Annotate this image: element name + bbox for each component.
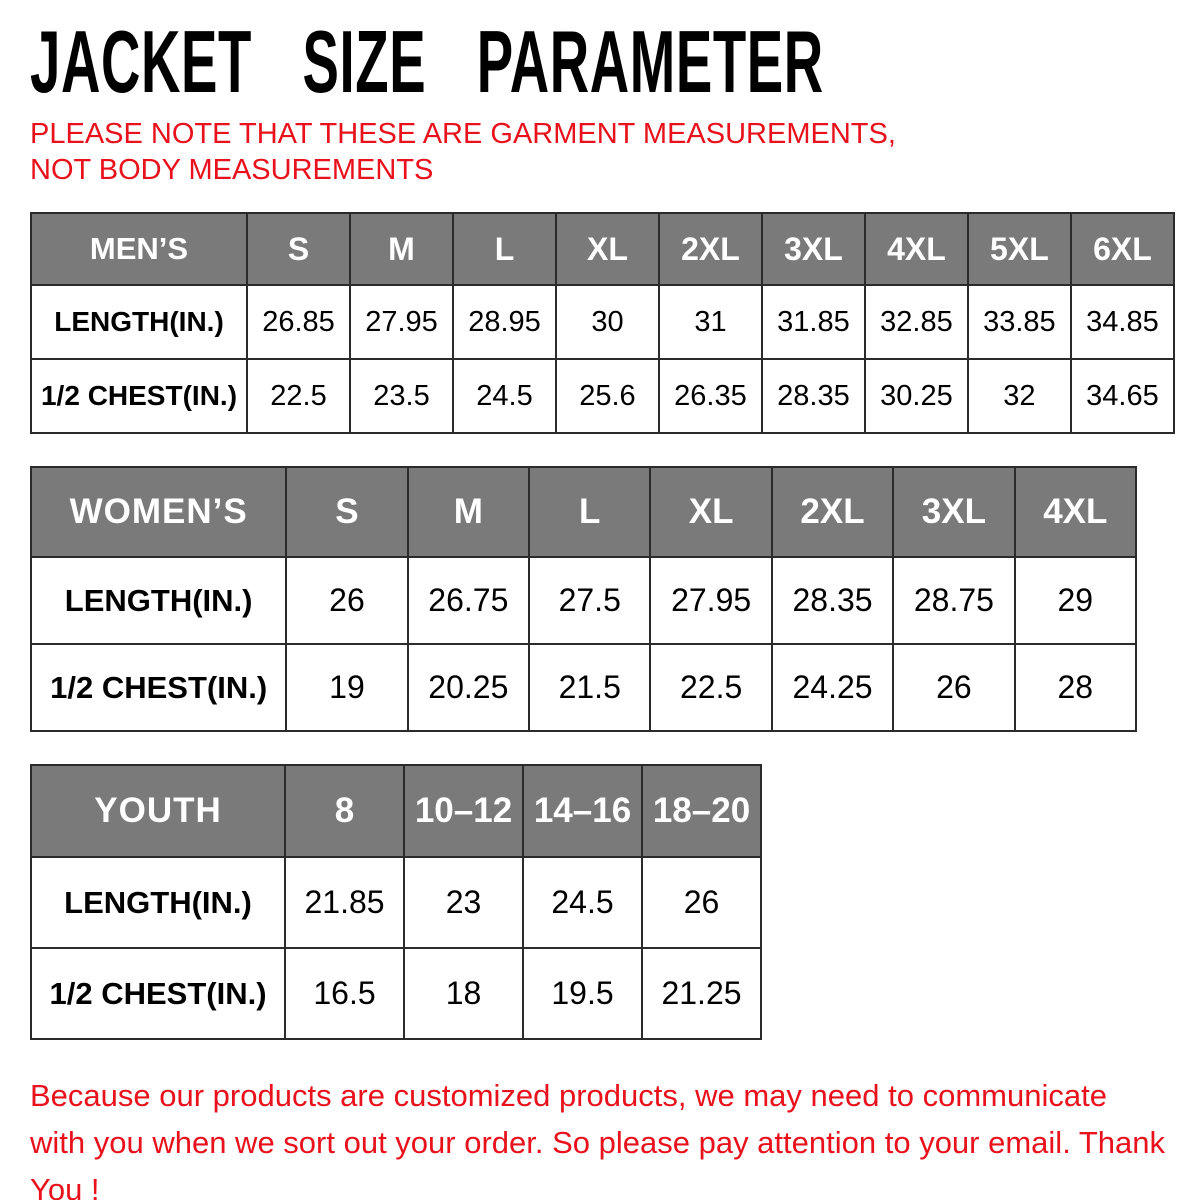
mens-size-header-4: 2XL [657, 212, 763, 286]
youth-row-label-0: LENGTH(IN.) [29, 856, 287, 949]
womens-data-row-1: 1/2 CHEST(IN.) 19 20.25 21.5 22.5 24.25 26 28 [29, 643, 1138, 732]
youth-size-header-0: 8 [284, 764, 406, 858]
womens-value-1-2: 21.5 [528, 643, 652, 732]
womens-value-0-3: 27.95 [649, 556, 773, 645]
mens-value-0-6: 32.85 [863, 284, 969, 360]
mens-size-table: MEN’S S M L XL 2XL 3XL 4XL 5XL 6XL LENGTH(IN.) 26.8… [29, 212, 1176, 434]
womens-value-0-4: 28.35 [770, 556, 895, 645]
youth-data-row-0: LENGTH(IN.) 21.85 23 24.5 26 [29, 856, 763, 949]
mens-value-0-5: 31.85 [760, 284, 866, 360]
youth-value-1-3: 21.25 [640, 947, 763, 1040]
womens-size-header-0: S [285, 466, 409, 558]
youth-row-label-1: 1/2 CHEST(IN.) [29, 947, 287, 1040]
womens-value-1-3: 22.5 [649, 643, 773, 732]
mens-value-1-0: 22.5 [246, 358, 351, 434]
womens-size-table: WOMEN’S S M L XL 2XL 3XL 4XL LENGTH(IN.) 26 26.75 2… [29, 466, 1138, 732]
mens-data-row-1: 1/2 CHEST(IN.) 22.5 23.5 24.5 25.6 26.35 28.35… [29, 358, 1176, 434]
mens-value-0-0: 26.85 [246, 284, 351, 360]
mens-header-row: MEN’S S M L XL 2XL 3XL 4XL 5XL 6XL [29, 212, 1176, 286]
youth-value-0-1: 23 [403, 856, 524, 949]
youth-value-1-1: 18 [403, 947, 524, 1040]
youth-group-label: YOUTH [29, 764, 287, 858]
mens-value-1-7: 32 [966, 358, 1072, 434]
mens-size-header-1: M [349, 212, 454, 286]
mens-value-0-8: 34.85 [1069, 284, 1176, 360]
womens-value-1-6: 28 [1013, 643, 1138, 732]
mens-size-header-0: S [246, 212, 351, 286]
womens-value-1-5: 26 [892, 643, 1016, 732]
mens-value-0-1: 27.95 [349, 284, 454, 360]
youth-size-header-3: 18–20 [640, 764, 763, 858]
youth-value-1-0: 16.5 [284, 947, 406, 1040]
womens-row-label-0: LENGTH(IN.) [29, 556, 288, 645]
mens-value-1-8: 34.65 [1069, 358, 1176, 434]
mens-group-label: MEN’S [29, 212, 249, 286]
womens-value-0-0: 26 [285, 556, 409, 645]
mens-size-header-5: 3XL [760, 212, 866, 286]
customization-notice: Because our products are customized prod… [30, 1078, 1166, 1200]
mens-value-0-4: 31 [657, 284, 763, 360]
womens-value-0-1: 26.75 [406, 556, 531, 645]
mens-value-1-1: 23.5 [349, 358, 454, 434]
garment-measurement-note: PLEASE NOTE THAT THESE ARE GARMENT MEASU… [30, 118, 896, 186]
womens-value-0-2: 27.5 [528, 556, 652, 645]
mens-value-1-6: 30.25 [863, 358, 969, 434]
mens-size-header-2: L [451, 212, 557, 286]
youth-value-0-0: 21.85 [284, 856, 406, 949]
mens-size-header-3: XL [554, 212, 660, 286]
womens-value-1-0: 19 [285, 643, 409, 732]
mens-row-label-1: 1/2 CHEST(IN.) [29, 358, 249, 434]
womens-data-row-0: LENGTH(IN.) 26 26.75 27.5 27.95 28.35 28.75 29 [29, 556, 1138, 645]
youth-value-1-2: 19.5 [522, 947, 643, 1040]
youth-header-row: YOUTH 8 10–12 14–16 18–20 [29, 764, 763, 858]
page-title: JACKET SIZE PARAMETER [30, 12, 824, 111]
youth-size-header-2: 14–16 [522, 764, 643, 858]
womens-size-header-4: 2XL [770, 466, 895, 558]
womens-value-0-6: 29 [1013, 556, 1138, 645]
youth-value-0-3: 26 [640, 856, 763, 949]
mens-row-label-0: LENGTH(IN.) [29, 284, 249, 360]
mens-value-0-3: 30 [554, 284, 660, 360]
youth-value-0-2: 24.5 [522, 856, 643, 949]
mens-data-row-0: LENGTH(IN.) 26.85 27.95 28.95 30 31 31.85 32.85… [29, 284, 1176, 360]
womens-size-header-6: 4XL [1013, 466, 1138, 558]
womens-header-row: WOMEN’S S M L XL 2XL 3XL 4XL [29, 466, 1138, 558]
mens-value-0-7: 33.85 [966, 284, 1072, 360]
womens-value-0-5: 28.75 [892, 556, 1016, 645]
womens-size-header-5: 3XL [892, 466, 1016, 558]
mens-value-1-4: 26.35 [657, 358, 763, 434]
mens-value-1-3: 25.6 [554, 358, 660, 434]
mens-value-0-2: 28.95 [451, 284, 557, 360]
mens-size-header-8: 6XL [1069, 212, 1176, 286]
womens-size-header-2: L [528, 466, 652, 558]
youth-size-table: YOUTH 8 10–12 14–16 18–20 LENGTH(IN.) 21.85 23 2… [29, 764, 763, 1040]
mens-value-1-5: 28.35 [760, 358, 866, 434]
womens-value-1-1: 20.25 [406, 643, 531, 732]
womens-size-header-3: XL [649, 466, 773, 558]
womens-row-label-1: 1/2 CHEST(IN.) [29, 643, 288, 732]
mens-size-header-7: 5XL [966, 212, 1072, 286]
mens-value-1-2: 24.5 [451, 358, 557, 434]
womens-group-label: WOMEN’S [29, 466, 288, 558]
womens-value-1-4: 24.25 [770, 643, 895, 732]
womens-size-header-1: M [406, 466, 531, 558]
mens-size-header-6: 4XL [863, 212, 969, 286]
youth-size-header-1: 10–12 [403, 764, 524, 858]
youth-data-row-1: 1/2 CHEST(IN.) 16.5 18 19.5 21.25 [29, 947, 763, 1040]
